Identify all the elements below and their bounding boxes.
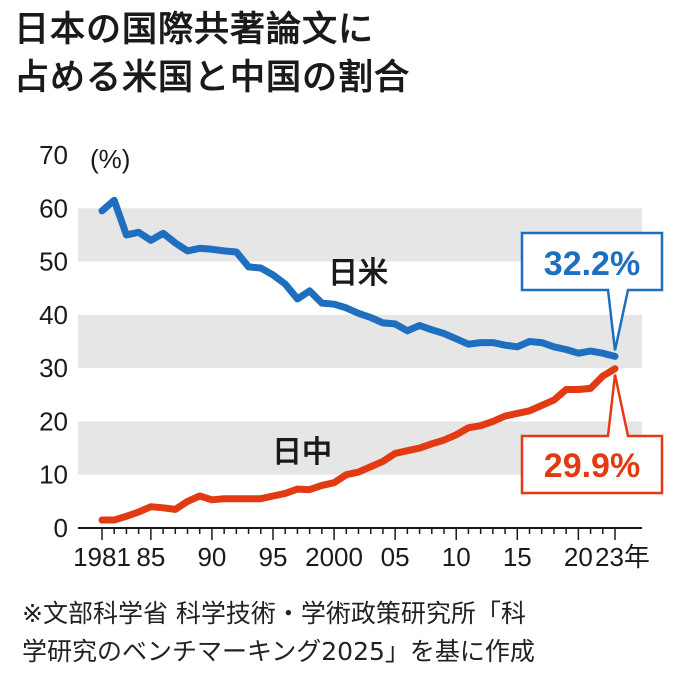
callout-box-china: [520, 374, 664, 495]
chart-title: 日本の国際共著論文に 占める米国と中国の割合: [14, 6, 674, 102]
series-label-us: 日米: [328, 256, 388, 291]
source-line-2: 学研究のベンチマーキング2025」を基に作成: [22, 637, 535, 666]
end-value-china: 29.9%: [544, 447, 640, 485]
y-tick-label-40: 40: [39, 300, 68, 330]
y-tick-label-30: 30: [39, 353, 68, 383]
y-tick-label-0: 0: [54, 513, 68, 543]
x-tick-label-85: 85: [136, 542, 165, 572]
x-tick-label-90: 90: [197, 542, 226, 572]
source-note: ※文部科学省 科学技術・学術政策研究所「科 学研究のベンチマーキング2025」を…: [22, 595, 672, 671]
end-callouts: 32.2% 29.9%: [520, 231, 664, 495]
x-tick-label-95: 95: [259, 542, 288, 572]
series-label-china: 日中: [272, 435, 332, 470]
series-line-us: [98, 196, 619, 360]
x-tick-label-15: 15: [503, 542, 532, 572]
y-tick-label-10: 10: [39, 460, 68, 490]
grid-band-30: [78, 314, 642, 369]
x-axis-ticks: 1981 85 90 95 2000 05 10 15 20 23年: [73, 528, 650, 572]
y-tick-label-20: 20: [39, 406, 68, 436]
series-lines: [98, 196, 619, 524]
y-tick-label-50: 50: [39, 247, 68, 277]
x-tick-label-20: 20: [564, 542, 593, 572]
title-line-2: 占める米国と中国の割合: [14, 58, 411, 98]
x-tick-label-1981: 1981: [73, 542, 131, 572]
y-tick-label-70: 70: [39, 140, 68, 170]
series-line-china: [98, 365, 619, 524]
title-line-1: 日本の国際共著論文に: [14, 10, 375, 50]
line-chart: 0 10 20 30 40 50 60 70 (%) 1981 85 90 95 2000 05 10 15…: [39, 140, 664, 572]
source-line-1: ※文部科学省 科学技術・学術政策研究所「科: [22, 599, 526, 628]
end-value-us: 32.2%: [544, 245, 640, 283]
x-tick-label-05: 05: [381, 542, 410, 572]
x-tick-label-2000: 2000: [305, 542, 363, 572]
y-axis-unit-label: (%): [90, 144, 130, 174]
y-axis-ticks: 0 10 20 30 40 50 60 70: [39, 140, 68, 543]
y-tick-label-60: 60: [39, 193, 68, 223]
x-tick-label-23年: 23年: [595, 542, 650, 572]
callout-box-us: [520, 231, 664, 351]
x-tick-label-10: 10: [442, 542, 471, 572]
